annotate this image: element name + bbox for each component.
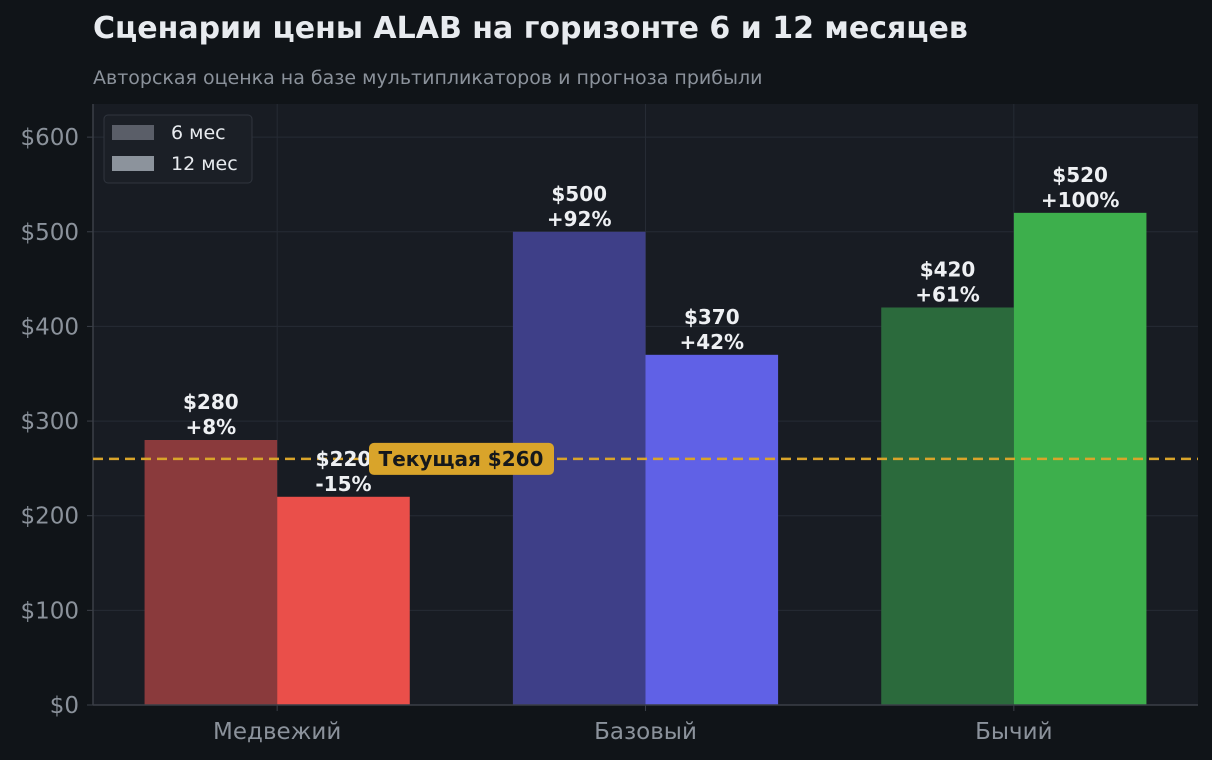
bar-value-label: $370 (684, 305, 740, 329)
bar-12m (645, 354, 779, 705)
legend-swatch (112, 156, 154, 171)
y-tick-label: $400 (20, 314, 79, 340)
bar-change-label: -15% (315, 472, 371, 496)
chart-subtitle: Авторская оценка на базе мультипликаторо… (93, 67, 762, 89)
bar-change-label: +61% (915, 282, 980, 306)
x-tick-label: Базовый (594, 719, 697, 745)
reference-label-box (369, 442, 554, 475)
bar-change-label: +92% (547, 207, 612, 231)
legend-label: 12 мес (171, 153, 238, 175)
legend-swatch (112, 125, 154, 140)
bars-group (144, 212, 1147, 705)
legend-label: 6 мес (171, 122, 226, 144)
bar-change-label: +8% (186, 415, 237, 439)
y-tick-label: $500 (20, 220, 79, 246)
x-tick-label: Бычий (975, 719, 1052, 745)
legend: 6 мес 12 мес (103, 114, 253, 184)
bar-6m (144, 439, 278, 705)
chart-title: Сценарии цены ALAB на горизонте 6 и 12 м… (93, 11, 968, 46)
bar-12m (277, 496, 410, 705)
bar-change-label: +42% (679, 330, 744, 354)
bar-change-label: +100% (1041, 188, 1120, 212)
bar-value-label: $520 (1052, 163, 1108, 187)
reference-label: Текущая $260 (379, 447, 544, 471)
y-tick-label: $200 (20, 504, 79, 530)
y-tick-label: $600 (20, 125, 79, 151)
bar-value-label: $220 (316, 447, 372, 471)
bar-value-label: $500 (551, 182, 607, 206)
x-tick-label: Медвежий (213, 719, 341, 745)
bar-value-label: $280 (183, 390, 239, 414)
bar-6m (881, 307, 1014, 705)
y-tick-label: $300 (20, 409, 79, 435)
y-tick-label: $0 (50, 693, 79, 719)
bar-value-label: $420 (920, 257, 976, 281)
y-tick-label: $100 (20, 598, 79, 624)
